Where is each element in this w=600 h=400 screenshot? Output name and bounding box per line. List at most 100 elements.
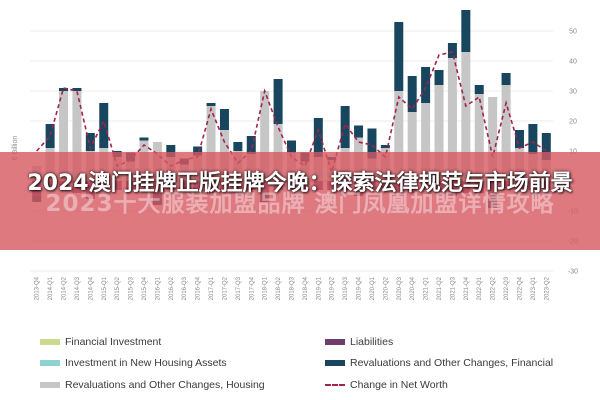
bar-revaluations-and-other-changes-financial: [246, 136, 256, 154]
x-tick-label: 2021-Q1: [424, 276, 430, 300]
x-tick-label: 2022-Q3: [504, 276, 510, 300]
legend-swatch: [325, 338, 345, 345]
bar-revaluations-and-other-changes-housing: [474, 94, 484, 172]
x-tick-label: 2020-Q3: [397, 276, 403, 300]
x-tick-label: 2015-Q2: [115, 276, 121, 300]
x-tick-label: 2019-Q1: [316, 276, 322, 300]
x-tick-label: 2022-Q2: [491, 276, 497, 300]
legend-label: Revaluations and Other Changes, Housing: [65, 378, 265, 391]
y-axis-label: € Billion: [12, 136, 19, 161]
bar-revaluations-and-other-changes-housing: [59, 91, 69, 172]
legend-dash-swatch: [325, 383, 345, 386]
legend-item-new-housing: Investment in New Housing Assets: [40, 356, 325, 371]
bar-revaluations-and-other-changes-financial: [421, 67, 431, 103]
legend-item-liabilities: Liabilities: [325, 334, 580, 349]
legend-item-net-worth: Change in Net Worth: [325, 377, 580, 392]
bar-revaluations-and-other-changes-financial: [59, 88, 69, 91]
x-tick-label: 2016-Q4: [196, 276, 202, 300]
x-tick-label: 2019-Q3: [343, 276, 349, 300]
x-tick-label: 2015-Q4: [142, 276, 148, 300]
bar-revaluations-and-other-changes-financial: [166, 145, 176, 157]
x-tick-label: 2020-Q2: [383, 276, 389, 300]
x-tick-label: 2017-Q4: [249, 276, 255, 300]
bar-revaluations-and-other-changes-housing: [407, 112, 417, 172]
x-tick-label: 2016-Q2: [169, 276, 175, 300]
x-tick-label: 2019-Q4: [357, 276, 363, 300]
x-tick-label: 2013-Q4: [35, 276, 41, 300]
bar-revaluations-and-other-changes-financial: [99, 103, 109, 148]
bar-revaluations-and-other-changes-financial: [474, 85, 484, 94]
bar-revaluations-and-other-changes-financial: [72, 88, 82, 91]
bar-revaluations-and-other-changes-financial: [501, 73, 511, 85]
x-tick-label: 2014-Q1: [48, 276, 54, 300]
x-tick-label: 2018-Q3: [290, 276, 296, 300]
legend-swatch: [40, 338, 60, 345]
bar-revaluations-and-other-changes-housing: [421, 103, 431, 172]
x-tick-label: 2015-Q3: [129, 276, 135, 300]
bar-revaluations-and-other-changes-financial: [354, 125, 364, 138]
banner-watermark-text: 2023十大服装加盟品牌 澳门凤凰加盟详情攻略: [45, 191, 555, 217]
bar-revaluations-and-other-changes-financial: [273, 79, 283, 124]
bar-revaluations-and-other-changes-financial: [461, 10, 471, 52]
legend-label: Revaluations and Other Changes, Financia…: [350, 357, 554, 370]
bar-revaluations-and-other-changes-financial: [287, 140, 296, 153]
legend-item-reval-housing: Revaluations and Other Changes, Housing: [40, 377, 325, 392]
legend-swatch: [325, 360, 345, 367]
x-tick-label: 2019-Q2: [330, 276, 336, 300]
legend: Financial Investment Liabilities Investm…: [40, 334, 580, 394]
bar-revaluations-and-other-changes-financial: [139, 137, 149, 141]
overlay-banner: [0, 152, 600, 250]
x-tick-label: 2021-Q3: [450, 276, 456, 300]
x-tick-label: 2016-Q3: [182, 276, 188, 300]
x-tick-label: 2018-Q1: [263, 276, 269, 300]
x-tick-label: 2014-Q2: [62, 276, 68, 300]
bar-revaluations-and-other-changes-housing: [206, 106, 216, 172]
y-tick-label: 40: [569, 59, 577, 66]
bar-revaluations-and-other-changes-financial: [206, 103, 216, 106]
legend-swatch: [40, 360, 60, 367]
x-tick-label: 2022-Q4: [517, 276, 523, 300]
bar-revaluations-and-other-changes-financial: [528, 124, 538, 154]
legend-label: Investment in New Housing Assets: [65, 357, 227, 370]
bar-revaluations-and-other-changes-financial: [434, 70, 444, 85]
x-tick-label: 2021-Q2: [437, 276, 443, 300]
bar-revaluations-and-other-changes-financial: [340, 106, 350, 148]
x-tick-label: 2017-Q2: [222, 276, 228, 300]
x-tick-label: 2017-Q1: [209, 276, 215, 300]
x-tick-label: 2018-Q2: [276, 276, 282, 300]
bar-revaluations-and-other-changes-housing: [273, 124, 283, 172]
bar-revaluations-and-other-changes-financial: [313, 118, 323, 157]
legend-label: Change in Net Worth: [350, 378, 448, 391]
x-tick-label: 2023-Q1: [531, 276, 537, 300]
x-tick-label: 2016-Q1: [155, 276, 161, 300]
bar-revaluations-and-other-changes-financial: [219, 109, 229, 130]
x-tick-label: 2014-Q4: [88, 276, 94, 300]
legend-label: Financial Investment: [65, 335, 162, 348]
y-tick-label: 30: [569, 89, 577, 96]
bar-revaluations-and-other-changes-housing: [260, 91, 270, 172]
x-tick-label: 2023-Q2: [544, 276, 550, 300]
bar-revaluations-and-other-changes-housing: [72, 91, 82, 172]
y-tick-label: 20: [569, 119, 577, 126]
bar-revaluations-and-other-changes-housing: [488, 97, 498, 172]
bar-revaluations-and-other-changes-housing: [501, 85, 511, 172]
y-tick-label: 50: [569, 29, 577, 36]
x-tick-label: 2018-Q4: [303, 276, 309, 300]
bar-revaluations-and-other-changes-financial: [367, 128, 377, 159]
bar-revaluations-and-other-changes-housing: [219, 130, 229, 172]
bar-revaluations-and-other-changes-housing: [461, 52, 471, 172]
bar-revaluations-and-other-changes-financial: [394, 22, 404, 91]
bar-revaluations-and-other-changes-financial: [85, 133, 95, 151]
bar-revaluations-and-other-changes-financial: [407, 76, 417, 112]
x-tick-label: 2022-Q1: [477, 276, 483, 300]
bar-revaluations-and-other-changes-financial: [380, 145, 390, 148]
x-tick-label: 2017-Q3: [236, 276, 242, 300]
x-tick-label: 2014-Q3: [75, 276, 81, 300]
bar-revaluations-and-other-changes-financial: [233, 142, 243, 151]
legend-label: Liabilities: [350, 335, 394, 348]
bar-revaluations-and-other-changes-housing: [447, 58, 457, 172]
x-tick-label: 2015-Q1: [102, 276, 108, 300]
legend-item-reval-financial: Revaluations and Other Changes, Financia…: [325, 356, 580, 371]
y-tick-label: -30: [568, 269, 578, 276]
bar-revaluations-and-other-changes-housing: [434, 85, 444, 172]
